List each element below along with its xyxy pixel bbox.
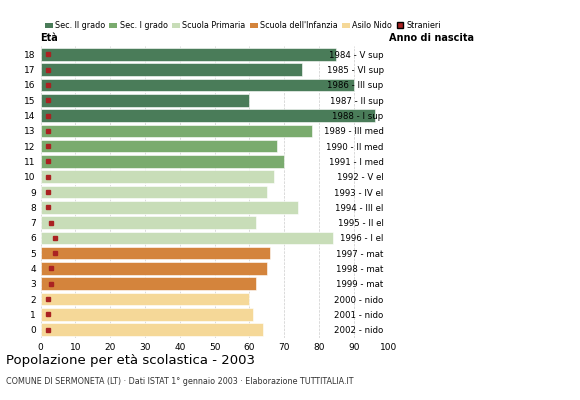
Bar — [41, 79, 354, 91]
Bar — [41, 94, 249, 106]
Text: Anno di nascita: Anno di nascita — [389, 33, 474, 43]
Bar — [41, 170, 274, 183]
Bar — [41, 186, 267, 198]
Bar — [41, 124, 312, 137]
Text: COMUNE DI SERMONETA (LT) · Dati ISTAT 1° gennaio 2003 · Elaborazione TUTTITALIA.: COMUNE DI SERMONETA (LT) · Dati ISTAT 1°… — [6, 377, 353, 386]
Bar — [41, 262, 267, 275]
Bar — [41, 293, 249, 305]
Bar — [41, 140, 277, 152]
Bar — [41, 278, 256, 290]
Bar — [41, 247, 270, 260]
Bar — [41, 216, 256, 229]
Bar — [41, 109, 375, 122]
Bar — [41, 323, 263, 336]
Bar — [41, 201, 298, 214]
Bar — [41, 64, 302, 76]
Bar — [41, 48, 336, 61]
Bar — [41, 155, 284, 168]
Text: Popolazione per età scolastica - 2003: Popolazione per età scolastica - 2003 — [6, 354, 255, 367]
Text: Età: Età — [41, 33, 59, 43]
Bar — [41, 232, 333, 244]
Bar — [41, 308, 253, 320]
Legend: Sec. II grado, Sec. I grado, Scuola Primaria, Scuola dell'Infanzia, Asilo Nido, : Sec. II grado, Sec. I grado, Scuola Prim… — [45, 21, 441, 30]
